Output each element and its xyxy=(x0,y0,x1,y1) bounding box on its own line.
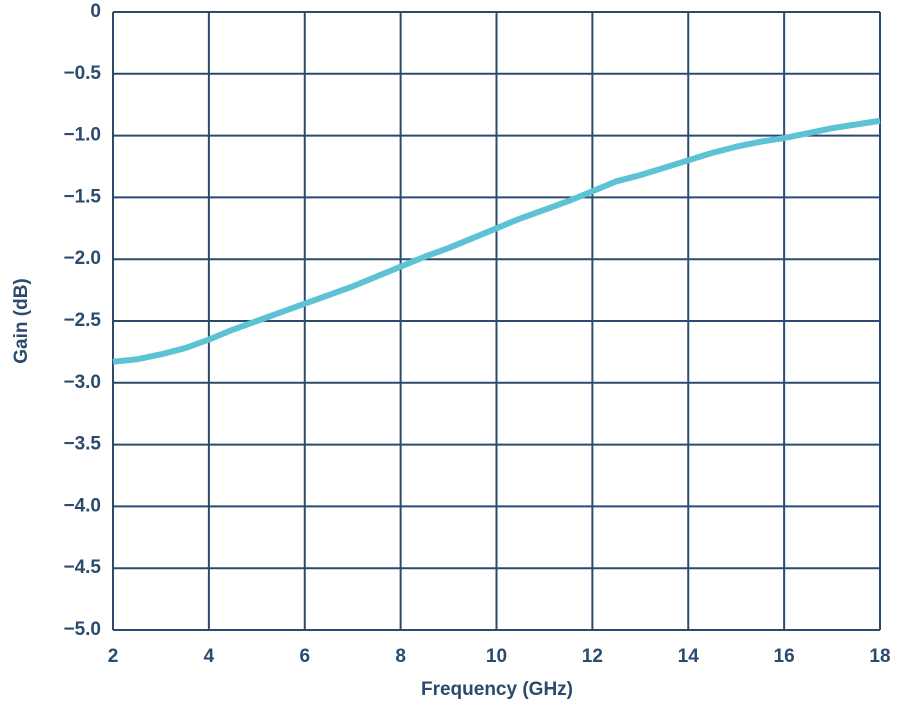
y-tick-label: −1.5 xyxy=(63,186,101,207)
y-tick-label: −4.5 xyxy=(63,557,101,578)
x-tick-label: 18 xyxy=(869,646,890,667)
data-line xyxy=(112,117,881,365)
x-tick-label: 16 xyxy=(774,646,795,667)
x-tick-label: 4 xyxy=(204,646,215,667)
x-tick-label: 14 xyxy=(678,646,700,667)
x-tick-label: 8 xyxy=(395,646,406,667)
y-tick-label: −5.0 xyxy=(63,619,101,640)
y-tick-label: −3.5 xyxy=(63,434,101,455)
x-axis-title: Frequency (GHz) xyxy=(421,679,573,700)
y-tick-label: −4.0 xyxy=(63,495,101,516)
y-tick-label: −2.0 xyxy=(63,248,101,269)
x-tick-label: 10 xyxy=(486,646,507,667)
x-tick-label: 2 xyxy=(108,646,119,667)
y-axis-title: Gain (dB) xyxy=(11,278,32,364)
x-tick-label: 12 xyxy=(582,646,603,667)
y-tick-label: −2.5 xyxy=(63,310,101,331)
x-tick-label: 6 xyxy=(299,646,310,667)
y-tick-label: 0 xyxy=(90,1,101,22)
y-tick-label: −3.0 xyxy=(63,372,101,393)
y-tick-label: −0.5 xyxy=(63,63,101,84)
y-tick-label: −1.0 xyxy=(63,125,101,146)
